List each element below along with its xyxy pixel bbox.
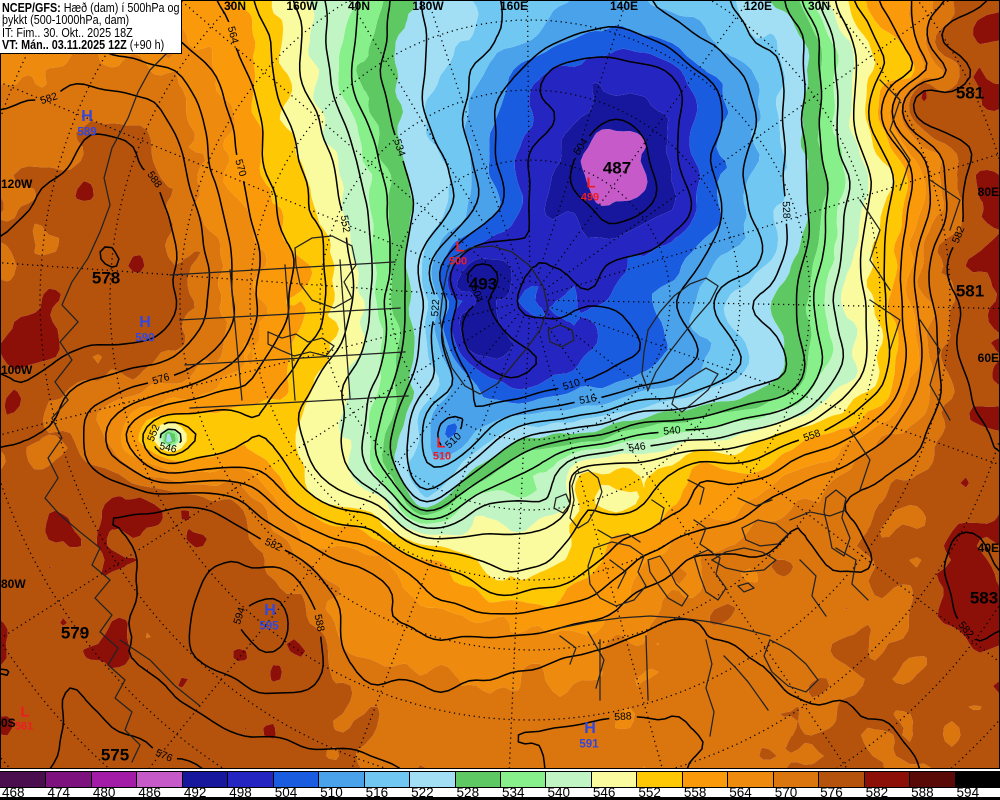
svg-text:552: 552 xyxy=(338,214,352,233)
svg-text:588: 588 xyxy=(614,711,632,723)
svg-text:594: 594 xyxy=(232,606,248,626)
svg-text:546: 546 xyxy=(158,441,178,456)
svg-text:534: 534 xyxy=(391,138,407,158)
svg-text:576: 576 xyxy=(151,372,171,388)
svg-text:564: 564 xyxy=(225,25,240,45)
svg-text:510: 510 xyxy=(562,377,582,393)
svg-text:588: 588 xyxy=(312,613,326,632)
svg-text:504: 504 xyxy=(468,284,484,304)
svg-text:540: 540 xyxy=(663,425,682,438)
svg-text:516: 516 xyxy=(578,393,597,407)
svg-text:522: 522 xyxy=(430,299,442,317)
svg-text:570: 570 xyxy=(232,158,247,178)
svg-text:582: 582 xyxy=(39,91,59,107)
svg-text:546: 546 xyxy=(628,441,647,454)
svg-text:528: 528 xyxy=(780,201,792,219)
